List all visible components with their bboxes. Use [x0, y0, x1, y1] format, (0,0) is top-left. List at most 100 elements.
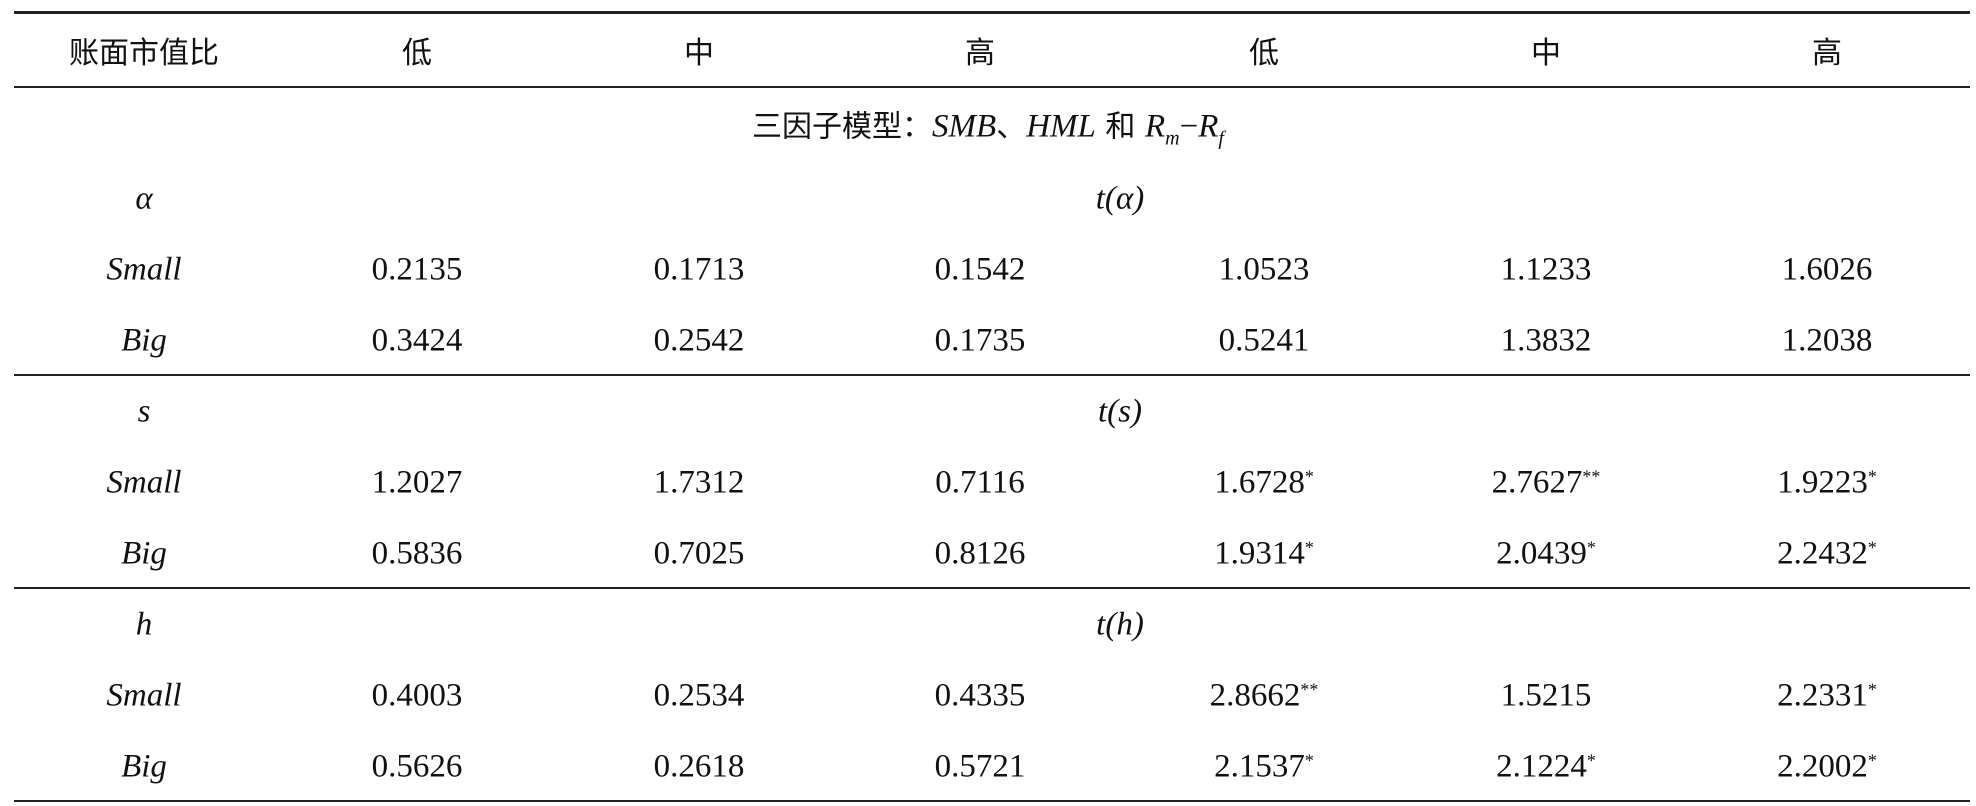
cell-value: 1.9223*: [1777, 465, 1877, 502]
number: 0.7116: [935, 464, 1025, 501]
title-text: 和: [1095, 109, 1145, 145]
t-arg: (s): [1107, 393, 1142, 430]
cell-value: 1.2027: [372, 465, 463, 502]
number: 1.2027: [371, 464, 463, 501]
number: 1.9314: [1214, 535, 1305, 572]
row-label: Small: [106, 251, 182, 288]
t-symbol: t: [1095, 180, 1105, 217]
row-label: Big: [121, 535, 167, 572]
cell-value: 0.4335: [935, 678, 1026, 715]
t-symbol: t: [1096, 606, 1106, 643]
cell-value: 2.1224*: [1496, 749, 1596, 786]
number: 1.3832: [1500, 322, 1592, 359]
number: 0.5836: [371, 535, 463, 572]
cell-value: 0.1542: [935, 252, 1026, 289]
cell-value: 2.0439*: [1496, 536, 1596, 573]
header-rule: [14, 86, 1970, 88]
number: 2.1537: [1214, 748, 1305, 785]
number: 2.1224: [1496, 748, 1587, 785]
number: 2.8662: [1209, 677, 1301, 714]
cell-value: 1.7312: [654, 465, 745, 502]
t-symbol: t: [1098, 393, 1108, 430]
cell-value: 1.1233: [1501, 252, 1592, 289]
number: 1.2038: [1781, 322, 1873, 359]
number: 0.3424: [371, 322, 463, 359]
cell-value: 0.1735: [935, 323, 1026, 360]
cell-value: 0.5241: [1219, 323, 1310, 360]
number: 0.2618: [653, 748, 745, 785]
cell-value: 1.5215: [1501, 678, 1592, 715]
significance: **: [1300, 679, 1319, 700]
number: 0.8126: [934, 535, 1026, 572]
number: 1.1233: [1500, 251, 1592, 288]
cell-value: 2.8662**: [1210, 678, 1319, 715]
number: 2.2331: [1777, 677, 1868, 714]
title-text: R: [1198, 108, 1219, 145]
title-text: −: [1179, 108, 1199, 145]
cell-value: 2.2432*: [1777, 536, 1877, 573]
number: 1.6728: [1214, 464, 1305, 501]
cell-value: 0.2135: [372, 252, 463, 289]
number: 0.2542: [653, 322, 745, 359]
title-text: R: [1144, 108, 1166, 145]
block-rule: [14, 587, 1970, 589]
row-label: Small: [106, 464, 182, 501]
significance: *: [1586, 537, 1596, 558]
block-label: s: [137, 393, 151, 430]
number: 0.5721: [934, 748, 1026, 785]
title-text: f: [1218, 127, 1224, 150]
cell-value: 0.3424: [372, 323, 463, 360]
number: 0.1542: [934, 251, 1026, 288]
cell-value: 0.4003: [372, 678, 463, 715]
t-label: t(α): [1096, 181, 1144, 218]
number: 2.7627: [1491, 464, 1583, 501]
t-label: t(h): [1096, 607, 1144, 644]
significance: **: [1582, 466, 1601, 487]
header-cell: 中: [1531, 36, 1561, 71]
number: 0.5241: [1218, 322, 1310, 359]
header-cell: 低: [1249, 36, 1279, 71]
number: 0.4003: [371, 677, 463, 714]
title-text: HML: [1026, 108, 1096, 145]
cell-value: 1.6728*: [1214, 465, 1314, 502]
number: 1.9223: [1777, 464, 1868, 501]
number: 2.2432: [1777, 535, 1868, 572]
significance: *: [1867, 466, 1877, 487]
row-label: Big: [121, 748, 167, 785]
title-text: SMB: [932, 108, 997, 145]
title-text: 三因子模型：: [752, 109, 933, 145]
cell-value: 0.7025: [654, 536, 745, 573]
t-arg: (h): [1105, 606, 1144, 643]
number: 1.5215: [1500, 677, 1592, 714]
title-text: 、: [996, 109, 1027, 145]
significance: *: [1867, 679, 1877, 700]
significance: *: [1304, 466, 1314, 487]
significance: *: [1304, 750, 1314, 771]
cell-value: 1.0523: [1219, 252, 1310, 289]
cell-value: 0.8126: [935, 536, 1026, 573]
t-label: t(s): [1098, 394, 1142, 431]
cell-value: 0.7116: [935, 465, 1025, 502]
block-rule: [14, 374, 1970, 376]
block-label: α: [135, 180, 153, 217]
cell-value: 2.1537*: [1214, 749, 1314, 786]
cell-value: 0.2534: [654, 678, 745, 715]
section-title: 三因子模型：SMB、HML 和 Rm−Rf: [752, 102, 1224, 151]
cell-value: 1.6026: [1782, 252, 1873, 289]
header-cell: 账面市值比: [69, 36, 219, 71]
cell-value: 2.2002*: [1777, 749, 1877, 786]
block-label: h: [135, 606, 153, 643]
header-cell: 高: [1812, 36, 1842, 71]
number: 0.2534: [653, 677, 745, 714]
title-text: m: [1165, 127, 1180, 150]
row-label: Small: [106, 677, 182, 714]
cell-value: 2.7627**: [1492, 465, 1601, 502]
number: 0.1713: [653, 251, 745, 288]
number: 0.2135: [371, 251, 463, 288]
bottom-rule: [14, 800, 1970, 802]
cell-value: 0.5721: [935, 749, 1026, 786]
cell-value: 0.2542: [654, 323, 745, 360]
header-cell: 中: [684, 36, 714, 71]
number: 2.2002: [1777, 748, 1868, 785]
number: 0.7025: [653, 535, 745, 572]
